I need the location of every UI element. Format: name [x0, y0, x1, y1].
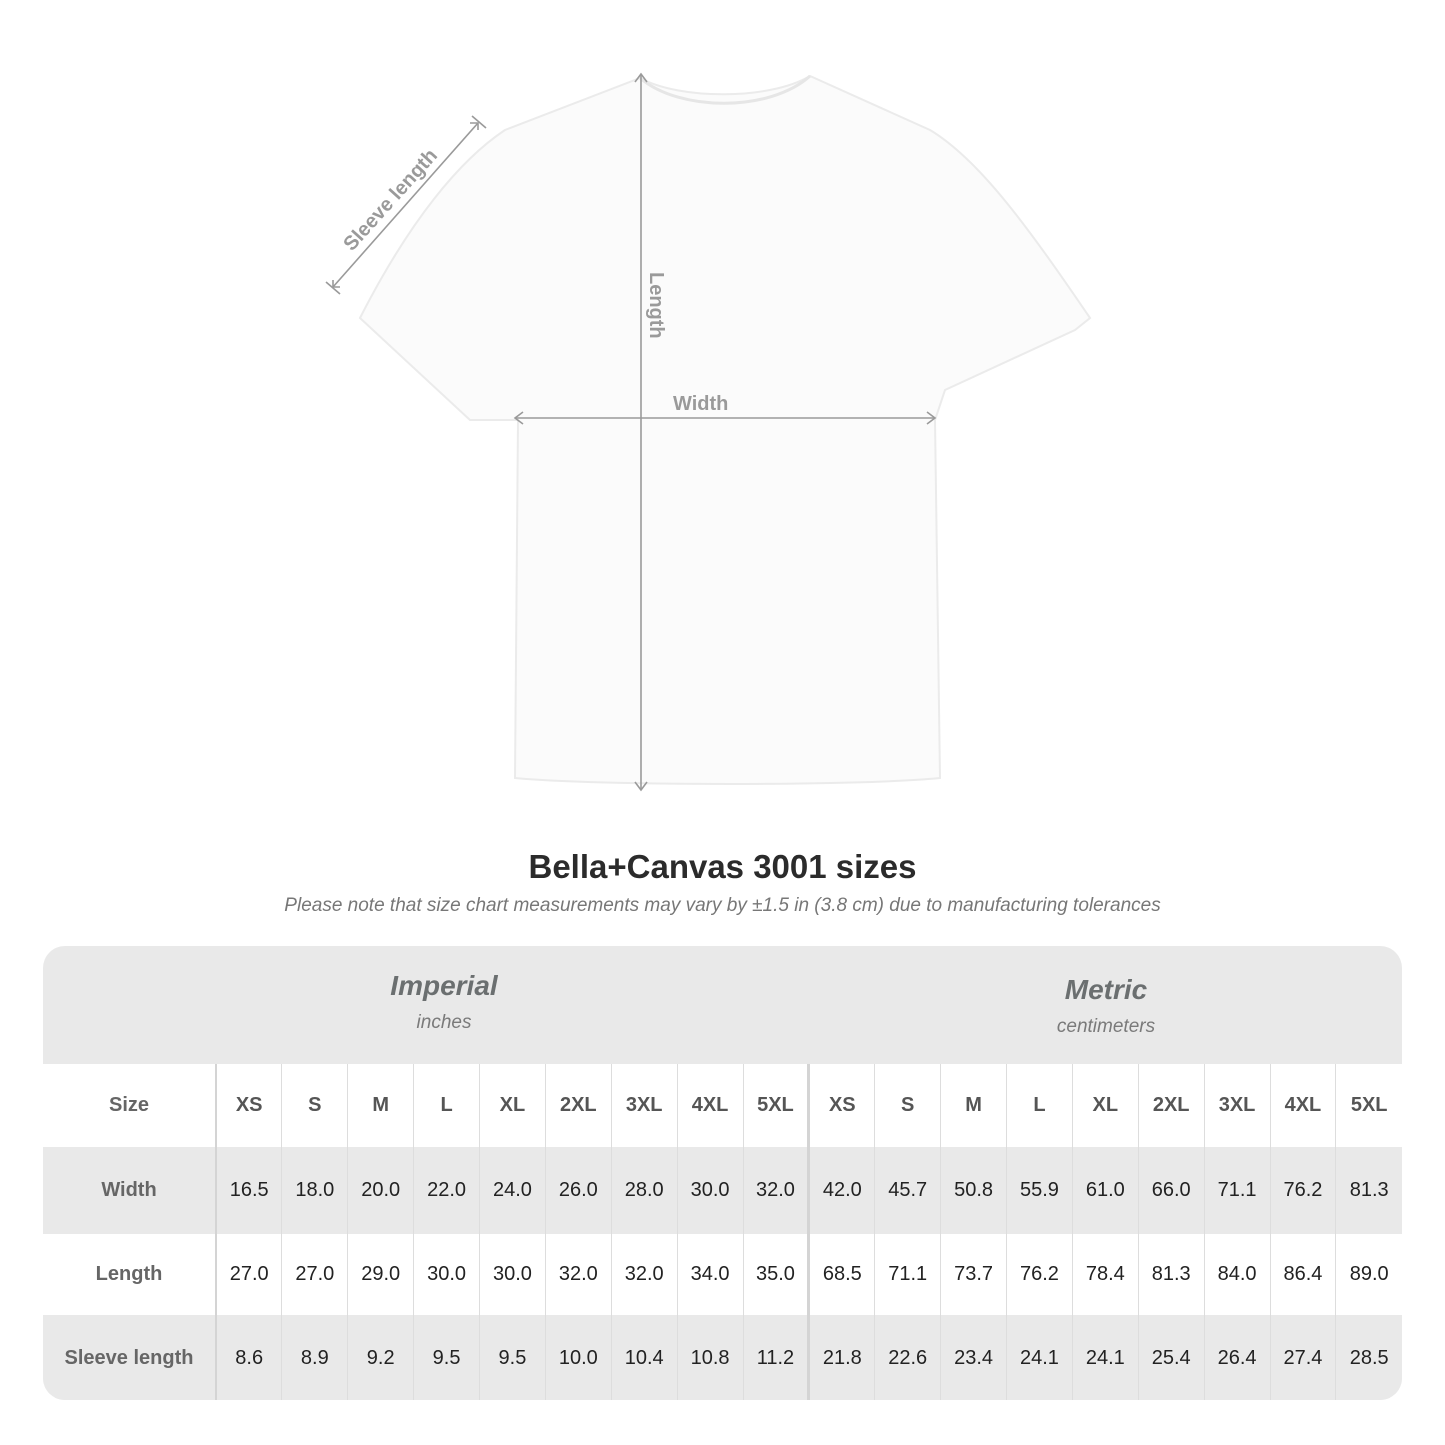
size-imperial: XS: [215, 1064, 282, 1147]
cell-imperial: 26.0: [544, 1147, 612, 1234]
metric-unit: centimeters: [1056, 1016, 1156, 1037]
cell-imperial: 24.0: [479, 1147, 546, 1234]
size-metric: 3XL: [1203, 1064, 1270, 1147]
size-imperial: S: [281, 1064, 348, 1147]
size-metric: M: [940, 1064, 1007, 1147]
size-imperial: 3XL: [610, 1064, 678, 1147]
cell-imperial: 22.0: [413, 1147, 480, 1234]
cell-imperial: 9.2: [347, 1315, 414, 1400]
metric-header: Metric centimeters: [810, 974, 1402, 1038]
size-metric: XS: [807, 1064, 875, 1147]
cell-metric: 45.7: [874, 1147, 941, 1234]
size-imperial: M: [347, 1064, 414, 1147]
cell-imperial: 29.0: [347, 1234, 414, 1315]
cell-imperial: 8.9: [281, 1315, 348, 1400]
cell-imperial: 11.2: [742, 1315, 809, 1400]
cell-imperial: 30.0: [479, 1234, 546, 1315]
size-imperial: L: [413, 1064, 480, 1147]
cell-metric: 26.4: [1203, 1315, 1270, 1400]
size-metric: 2XL: [1137, 1064, 1205, 1147]
size-imperial: 2XL: [544, 1064, 612, 1147]
cell-imperial: 32.0: [544, 1234, 612, 1315]
cell-imperial: 32.0: [742, 1147, 809, 1234]
cell-metric: 78.4: [1071, 1234, 1139, 1315]
cell-metric: 22.6: [874, 1315, 941, 1400]
table-row: Sleeve length 8.6 8.9 9.2 9.5 9.5 10.0 10.4 10.8…: [43, 1315, 1402, 1400]
size-metric: 5XL: [1335, 1064, 1402, 1147]
cell-metric: 55.9: [1006, 1147, 1073, 1234]
size-metric: S: [874, 1064, 941, 1147]
cell-imperial: 8.6: [215, 1315, 282, 1400]
width-label: Width: [673, 393, 728, 415]
table-row: Length 27.0 27.0 29.0 30.0 30.0 32.0 32.0 34.0 35…: [43, 1234, 1402, 1315]
imperial-header: Imperial inches: [215, 970, 673, 1034]
cell-metric: 24.1: [1006, 1315, 1073, 1400]
cell-metric: 24.1: [1071, 1315, 1139, 1400]
header-row: Size XS S M L XL 2XL 3XL 4XL 5XL XS S M L XL 2XL 3XL 4XL 5…: [43, 1064, 1402, 1147]
chart-title: Bella+Canvas 3001 sizes: [528, 848, 917, 885]
cell-metric: 21.8: [807, 1315, 875, 1400]
cell-imperial: 10.0: [544, 1315, 612, 1400]
cell-metric: 23.4: [940, 1315, 1007, 1400]
row-label: Width: [43, 1147, 217, 1234]
cell-imperial: 34.0: [676, 1234, 743, 1315]
imperial-title: Imperial: [390, 970, 498, 1001]
cell-imperial: 9.5: [413, 1315, 480, 1400]
cell-metric: 81.3: [1335, 1147, 1402, 1234]
cell-imperial: 18.0: [281, 1147, 348, 1234]
size-imperial: XL: [479, 1064, 546, 1147]
cell-metric: 89.0: [1335, 1234, 1402, 1315]
cell-imperial: 27.0: [215, 1234, 282, 1315]
cell-imperial: 30.0: [676, 1147, 743, 1234]
cell-metric: 27.4: [1269, 1315, 1336, 1400]
cell-metric: 86.4: [1269, 1234, 1336, 1315]
cell-metric: 42.0: [807, 1147, 875, 1234]
cell-imperial: 16.5: [215, 1147, 282, 1234]
cell-metric: 81.3: [1137, 1234, 1205, 1315]
row-label: Length: [43, 1234, 217, 1315]
cell-metric: 28.5: [1335, 1315, 1402, 1400]
cell-metric: 71.1: [874, 1234, 941, 1315]
cell-metric: 25.4: [1137, 1315, 1205, 1400]
measure-lines: [325, 72, 937, 792]
metric-title: Metric: [1064, 974, 1148, 1005]
tolerance-note: Please note that size chart measurements…: [284, 895, 1161, 916]
tshirt-diagram: Sleeve length Length Width: [325, 72, 1092, 792]
table-row: Width 16.5 18.0 20.0 22.0 24.0 26.0 28.0 30.0 32.…: [43, 1147, 1402, 1234]
cell-metric: 73.7: [940, 1234, 1007, 1315]
cell-metric: 50.8: [940, 1147, 1007, 1234]
size-metric: 4XL: [1269, 1064, 1336, 1147]
row-label: Sleeve length: [43, 1315, 217, 1400]
size-imperial: 4XL: [676, 1064, 743, 1147]
cell-metric: 61.0: [1071, 1147, 1139, 1234]
collar: [639, 74, 812, 105]
size-table: Size XS S M L XL 2XL 3XL 4XL 5XL XS S M L XL 2XL 3XL 4XL 5…: [43, 1064, 1402, 1400]
cell-metric: 84.0: [1203, 1234, 1270, 1315]
imperial-unit: inches: [416, 1012, 472, 1033]
cell-imperial: 27.0: [281, 1234, 348, 1315]
cell-metric: 68.5: [807, 1234, 875, 1315]
cell-imperial: 10.8: [676, 1315, 743, 1400]
cell-imperial: 30.0: [413, 1234, 480, 1315]
size-imperial: 5XL: [742, 1064, 809, 1147]
size-metric: L: [1006, 1064, 1073, 1147]
cell-metric: 76.2: [1269, 1147, 1336, 1234]
tshirt-shape: [358, 74, 1092, 785]
cell-metric: 71.1: [1203, 1147, 1270, 1234]
cell-imperial: 35.0: [742, 1234, 809, 1315]
cell-metric: 76.2: [1006, 1234, 1073, 1315]
cell-imperial: 32.0: [610, 1234, 678, 1315]
cell-imperial: 28.0: [610, 1147, 678, 1234]
cell-imperial: 10.4: [610, 1315, 678, 1400]
cell-imperial: 9.5: [479, 1315, 546, 1400]
length-label: Length: [645, 272, 667, 339]
cell-imperial: 20.0: [347, 1147, 414, 1234]
size-header: Size: [43, 1064, 217, 1147]
cell-metric: 66.0: [1137, 1147, 1205, 1234]
size-metric: XL: [1071, 1064, 1139, 1147]
size-table-card: Imperial inches Metric centimeters Size X…: [43, 946, 1402, 1400]
